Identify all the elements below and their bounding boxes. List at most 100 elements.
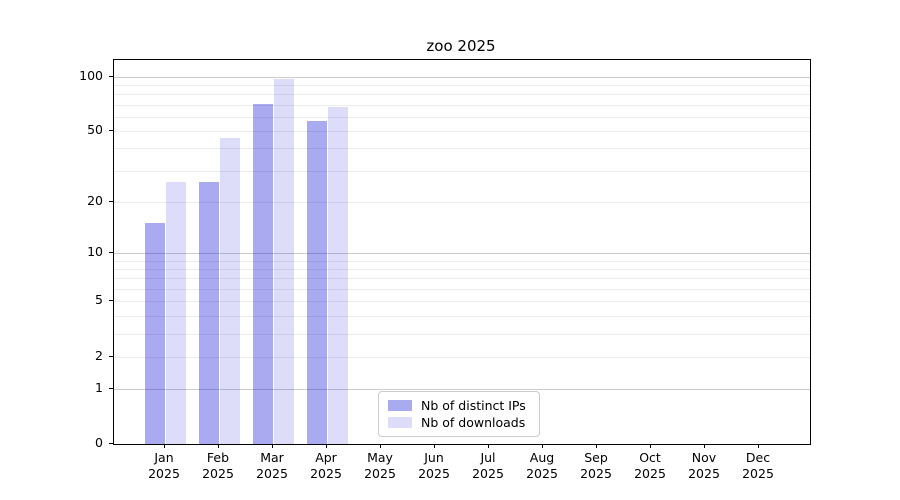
x-tick-mark [380,444,381,448]
x-tick-mark [542,444,543,448]
major-gridline [114,77,810,78]
minor-gridline [114,131,810,132]
chart-title: zoo 2025 [426,37,496,55]
minor-gridline [114,202,810,203]
x-tick-month: May [367,450,393,465]
y-tick-label: 10 [87,244,103,259]
x-tick-year: 2025 [256,465,288,481]
minor-gridline [114,171,810,172]
x-tick-month: Mar [260,450,284,465]
x-tick-label: Mar 2025 [240,450,304,481]
legend-label-downloads: Nb of downloads [421,415,526,430]
minor-gridline [114,269,810,270]
y-tick-mark [109,443,113,444]
legend-item-downloads: Nb of downloads [388,414,526,431]
x-tick-label: Jul 2025 [456,450,520,481]
minor-gridline [114,301,810,302]
x-tick-label: Feb 2025 [186,450,250,481]
y-tick-mark [109,356,113,357]
minor-gridline [114,357,810,358]
bar-distinct-ips [198,181,219,444]
x-tick-mark [758,444,759,448]
x-tick-year: 2025 [634,465,666,481]
minor-gridline [114,94,810,95]
x-tick-year: 2025 [472,465,504,481]
x-tick-year: 2025 [742,465,774,481]
y-tick-label: 2 [95,348,103,363]
bar-distinct-ips [252,103,273,444]
bar-distinct-ips [306,120,327,444]
x-tick-label: Jun 2025 [402,450,466,481]
minor-gridline [114,148,810,149]
bar-distinct-ips [144,223,165,444]
y-tick-label: 50 [87,122,103,137]
x-tick-month: Nov [691,450,717,465]
y-tick-mark [109,76,113,77]
x-tick-month: Sep [584,450,608,465]
x-tick-label: Sep 2025 [564,450,628,481]
y-tick-mark [109,388,113,389]
legend-swatch-downloads [388,417,412,428]
x-tick-mark [434,444,435,448]
y-tick-label: 100 [79,68,103,83]
x-tick-mark [704,444,705,448]
x-tick-month: Dec [745,450,771,465]
x-tick-mark [164,444,165,448]
x-tick-label: Apr 2025 [294,450,358,481]
major-gridline [114,389,810,390]
minor-gridline [114,105,810,106]
y-tick-mark [109,130,113,131]
x-tick-mark [650,444,651,448]
minor-gridline [114,85,810,86]
minor-gridline [114,278,810,279]
x-tick-label: Nov 2025 [672,450,736,481]
x-tick-mark [272,444,273,448]
x-tick-month: Jan [154,450,174,465]
x-tick-label: Dec 2025 [726,450,790,481]
plot-area [113,59,811,445]
y-tick-label: 5 [95,292,103,307]
x-tick-year: 2025 [418,465,450,481]
bar-downloads [327,106,348,444]
x-tick-month: Apr [315,450,337,465]
x-tick-year: 2025 [148,465,180,481]
x-tick-mark [218,444,219,448]
x-tick-mark [596,444,597,448]
x-tick-month: Feb [206,450,230,465]
x-tick-year: 2025 [310,465,342,481]
minor-gridline [114,334,810,335]
y-tick-mark [109,252,113,253]
x-tick-year: 2025 [580,465,612,481]
minor-gridline [114,289,810,290]
x-tick-mark [326,444,327,448]
minor-gridline [114,117,810,118]
x-tick-label: May 2025 [348,450,412,481]
y-tick-label: 0 [95,435,103,450]
minor-gridline [114,316,810,317]
legend-swatch-distinct-ips [388,400,412,411]
x-tick-month: Jun [424,450,444,465]
x-tick-label: Jan 2025 [132,450,196,481]
x-tick-month: Oct [639,450,661,465]
y-tick-mark [109,300,113,301]
x-tick-mark [488,444,489,448]
y-tick-label: 1 [95,380,103,395]
major-gridline [114,253,810,254]
x-tick-label: Aug 2025 [510,450,574,481]
x-tick-year: 2025 [202,465,234,481]
minor-gridline [114,261,810,262]
x-tick-month: Aug [529,450,555,465]
bar-downloads [273,79,294,444]
x-tick-year: 2025 [526,465,558,481]
legend-label-distinct-ips: Nb of distinct IPs [421,398,526,413]
legend-item-distinct-ips: Nb of distinct IPs [388,397,526,414]
x-tick-label: Oct 2025 [618,450,682,481]
x-tick-year: 2025 [364,465,396,481]
y-tick-mark [109,201,113,202]
x-tick-year: 2025 [688,465,720,481]
y-tick-label: 20 [87,193,103,208]
bar-downloads [165,181,186,444]
bar-downloads [219,137,240,444]
legend: Nb of distinct IPs Nb of downloads [378,391,540,437]
